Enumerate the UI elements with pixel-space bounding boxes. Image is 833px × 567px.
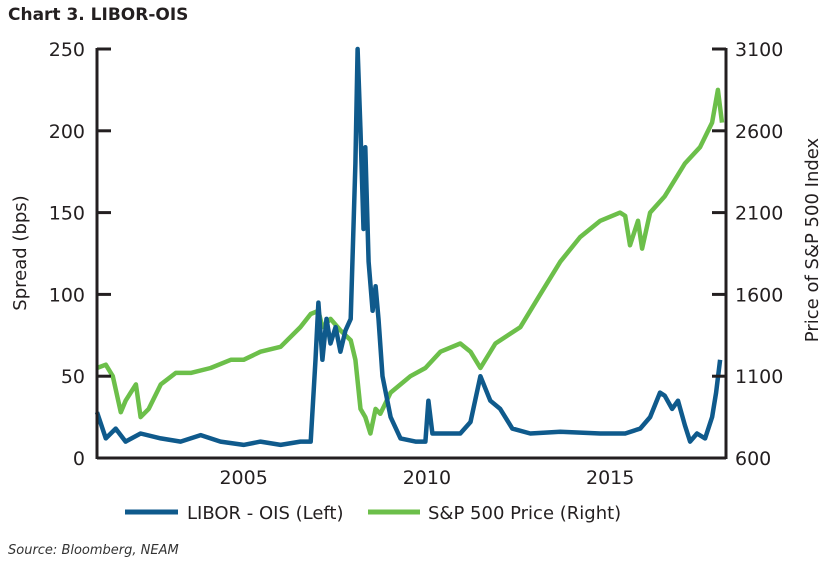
y2-tick-label: 600 bbox=[735, 448, 771, 470]
y-tick-label: 150 bbox=[49, 203, 85, 225]
y-axis-label: Spread (bps) bbox=[10, 195, 31, 310]
y2-tick-label: 2100 bbox=[735, 203, 783, 225]
series-line-sp500 bbox=[96, 87, 725, 436]
chart-title: Chart 3. LIBOR-OIS bbox=[8, 5, 189, 25]
y-tick-label: 0 bbox=[73, 448, 85, 470]
x-tick-label: 2015 bbox=[586, 467, 634, 489]
legend: LIBOR - OIS (Left) S&P 500 Price (Right) bbox=[125, 503, 621, 524]
series-line-libor-ois bbox=[94, 46, 723, 448]
y2-tick-label: 1100 bbox=[735, 366, 783, 388]
y2-tick-label: 3100 bbox=[735, 39, 783, 61]
source-note: Source: Bloomberg, NEAM bbox=[8, 543, 179, 558]
y2-tick-label: 2600 bbox=[735, 121, 783, 143]
legend-label-libor-ois: LIBOR - OIS (Left) bbox=[187, 503, 344, 524]
y-tick-label: 50 bbox=[61, 366, 85, 388]
x-tick-label: 2010 bbox=[403, 467, 451, 489]
y-tick-label: 200 bbox=[49, 121, 85, 143]
y-tick-label: 100 bbox=[49, 284, 85, 306]
y2-axis-label: Price of S&P 500 Index bbox=[802, 137, 823, 342]
y-tick-label: 250 bbox=[49, 39, 85, 61]
legend-label-sp500: S&P 500 Price (Right) bbox=[428, 503, 621, 524]
y2-tick-label: 1600 bbox=[735, 284, 783, 306]
x-tick-label: 2005 bbox=[219, 467, 267, 489]
